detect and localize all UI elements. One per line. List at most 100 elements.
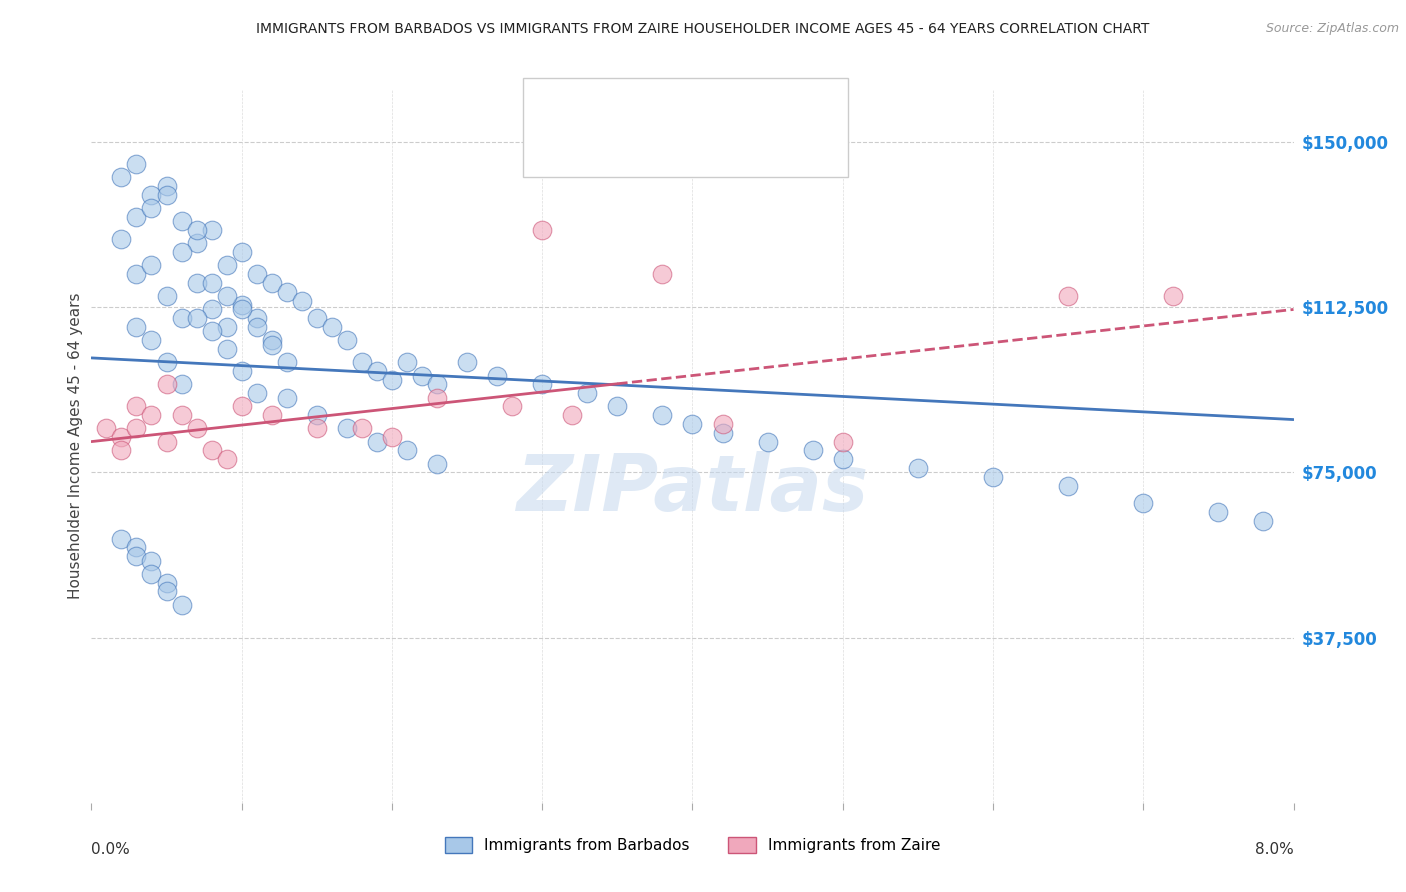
Point <box>246 311 269 326</box>
Point <box>201 325 224 339</box>
Point <box>155 575 177 590</box>
Point <box>110 443 132 458</box>
Point <box>276 355 298 369</box>
Point <box>305 408 328 422</box>
Point <box>141 553 163 567</box>
Point <box>411 368 433 383</box>
Point <box>141 188 163 202</box>
Point <box>170 214 193 228</box>
Point <box>170 377 193 392</box>
Point <box>426 377 449 392</box>
Point <box>125 320 148 334</box>
Point <box>186 311 208 326</box>
Point <box>215 289 238 303</box>
Point <box>260 337 283 351</box>
Point <box>561 408 583 422</box>
Text: Source: ZipAtlas.com: Source: ZipAtlas.com <box>1265 22 1399 36</box>
Point <box>350 421 373 435</box>
Point <box>170 311 193 326</box>
Point <box>291 293 314 308</box>
Point <box>201 223 224 237</box>
Point <box>125 400 148 414</box>
Text: ZIPatlas: ZIPatlas <box>516 450 869 527</box>
Point <box>366 364 388 378</box>
Point <box>260 333 283 347</box>
Point <box>246 320 269 334</box>
Point <box>231 298 253 312</box>
Point <box>125 541 148 555</box>
Point <box>186 223 208 237</box>
Point <box>276 391 298 405</box>
Point <box>501 400 523 414</box>
Point <box>756 434 779 449</box>
Point <box>155 377 177 392</box>
Point <box>395 355 418 369</box>
Point <box>96 421 118 435</box>
Point <box>1208 505 1230 519</box>
Point <box>201 443 224 458</box>
Point <box>246 267 269 281</box>
Point <box>381 430 404 444</box>
Point <box>246 386 269 401</box>
Point <box>606 400 628 414</box>
Point <box>231 400 253 414</box>
Point <box>1253 514 1275 528</box>
Point <box>305 421 328 435</box>
Legend: Immigrants from Barbados, Immigrants from Zaire: Immigrants from Barbados, Immigrants fro… <box>439 831 946 859</box>
Point <box>531 223 554 237</box>
Text: IMMIGRANTS FROM BARBADOS VS IMMIGRANTS FROM ZAIRE HOUSEHOLDER INCOME AGES 45 - 6: IMMIGRANTS FROM BARBADOS VS IMMIGRANTS F… <box>256 22 1150 37</box>
Point <box>1132 496 1154 510</box>
Point <box>681 417 703 431</box>
Point <box>907 461 929 475</box>
Point <box>215 259 238 273</box>
Point <box>231 302 253 317</box>
Point <box>155 355 177 369</box>
Point <box>711 425 734 440</box>
Point <box>125 549 148 563</box>
Point <box>336 333 359 347</box>
Point <box>201 302 224 317</box>
Text: R =   0.249   N = 26: R = 0.249 N = 26 <box>592 141 785 155</box>
Point <box>711 417 734 431</box>
Point <box>426 457 449 471</box>
Point <box>381 373 404 387</box>
Point <box>125 421 148 435</box>
Point <box>170 408 193 422</box>
Point <box>651 408 673 422</box>
Point <box>186 276 208 290</box>
Point <box>1057 478 1080 492</box>
Point <box>125 267 148 281</box>
Point <box>155 179 177 194</box>
Point <box>141 333 163 347</box>
Point <box>426 391 449 405</box>
Point <box>155 188 177 202</box>
Point <box>155 289 177 303</box>
Point <box>531 377 554 392</box>
Point <box>231 245 253 260</box>
Point <box>321 320 343 334</box>
Point <box>276 285 298 299</box>
Point <box>981 470 1004 484</box>
Point <box>350 355 373 369</box>
Point <box>486 368 509 383</box>
Point <box>231 364 253 378</box>
Text: 0.0%: 0.0% <box>91 842 131 857</box>
Point <box>141 408 163 422</box>
Point <box>831 452 853 467</box>
Point <box>801 443 824 458</box>
Point <box>110 170 132 185</box>
Point <box>170 598 193 612</box>
Point <box>260 408 283 422</box>
Point <box>456 355 478 369</box>
Point <box>125 210 148 224</box>
Point <box>110 532 132 546</box>
Point <box>201 276 224 290</box>
Point <box>155 584 177 599</box>
Point <box>215 320 238 334</box>
Text: 8.0%: 8.0% <box>1254 842 1294 857</box>
Point <box>260 276 283 290</box>
Point <box>170 245 193 260</box>
Point <box>125 157 148 171</box>
Point <box>831 434 853 449</box>
Point <box>141 259 163 273</box>
